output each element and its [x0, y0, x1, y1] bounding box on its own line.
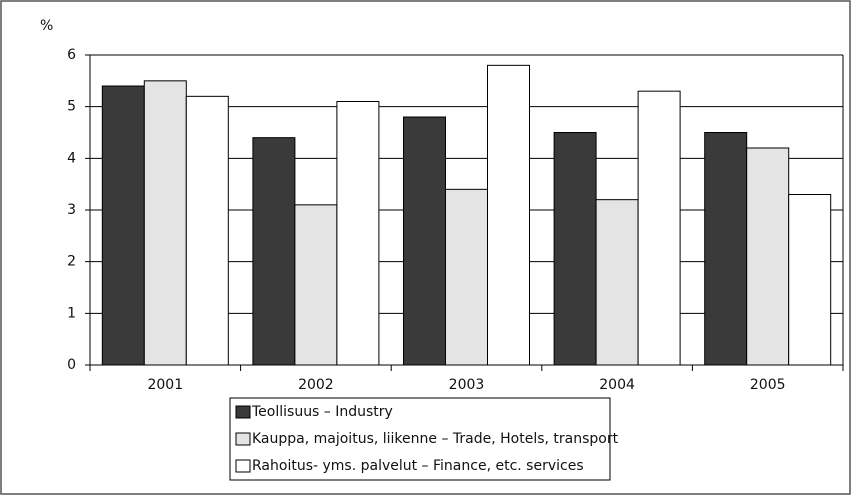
bar — [788, 194, 832, 366]
x-tick-label: 2001 — [147, 377, 183, 393]
bar — [637, 90, 681, 366]
y-tick-label: 5 — [67, 99, 76, 115]
y-tick-label: 3 — [67, 202, 76, 218]
legend-label: Rahoitus- yms. palvelut – Finance, etc. … — [252, 458, 584, 474]
x-tick-label: 2005 — [750, 377, 786, 393]
bar — [143, 80, 187, 366]
bar — [336, 101, 380, 366]
y-tick-label: 6 — [67, 47, 76, 63]
bar — [101, 85, 145, 366]
y-axis-label: % — [40, 18, 53, 34]
bar — [553, 132, 597, 366]
x-tick-label: 2004 — [599, 377, 635, 393]
legend-swatch — [235, 459, 251, 473]
y-tick-label: 4 — [67, 150, 76, 166]
legend-box — [229, 397, 611, 481]
bar — [185, 95, 229, 366]
legend-label: Kauppa, majoitus, liikenne – Trade, Hote… — [252, 431, 619, 447]
bar — [704, 132, 748, 366]
bar — [487, 64, 530, 366]
bar — [294, 204, 338, 366]
legend-swatch — [235, 432, 251, 446]
y-tick-label: 1 — [67, 305, 76, 321]
y-tick-label: 0 — [67, 357, 76, 373]
y-tick-label: 2 — [67, 254, 76, 270]
x-tick-label: 2002 — [298, 377, 334, 393]
bar — [595, 199, 639, 366]
bar — [445, 188, 488, 366]
legend-swatch — [235, 405, 251, 419]
bar — [746, 147, 790, 366]
x-tick-label: 2003 — [449, 377, 485, 393]
bar — [403, 116, 446, 366]
legend-label: Teollisuus – Industry — [251, 404, 393, 420]
bar — [252, 137, 296, 366]
